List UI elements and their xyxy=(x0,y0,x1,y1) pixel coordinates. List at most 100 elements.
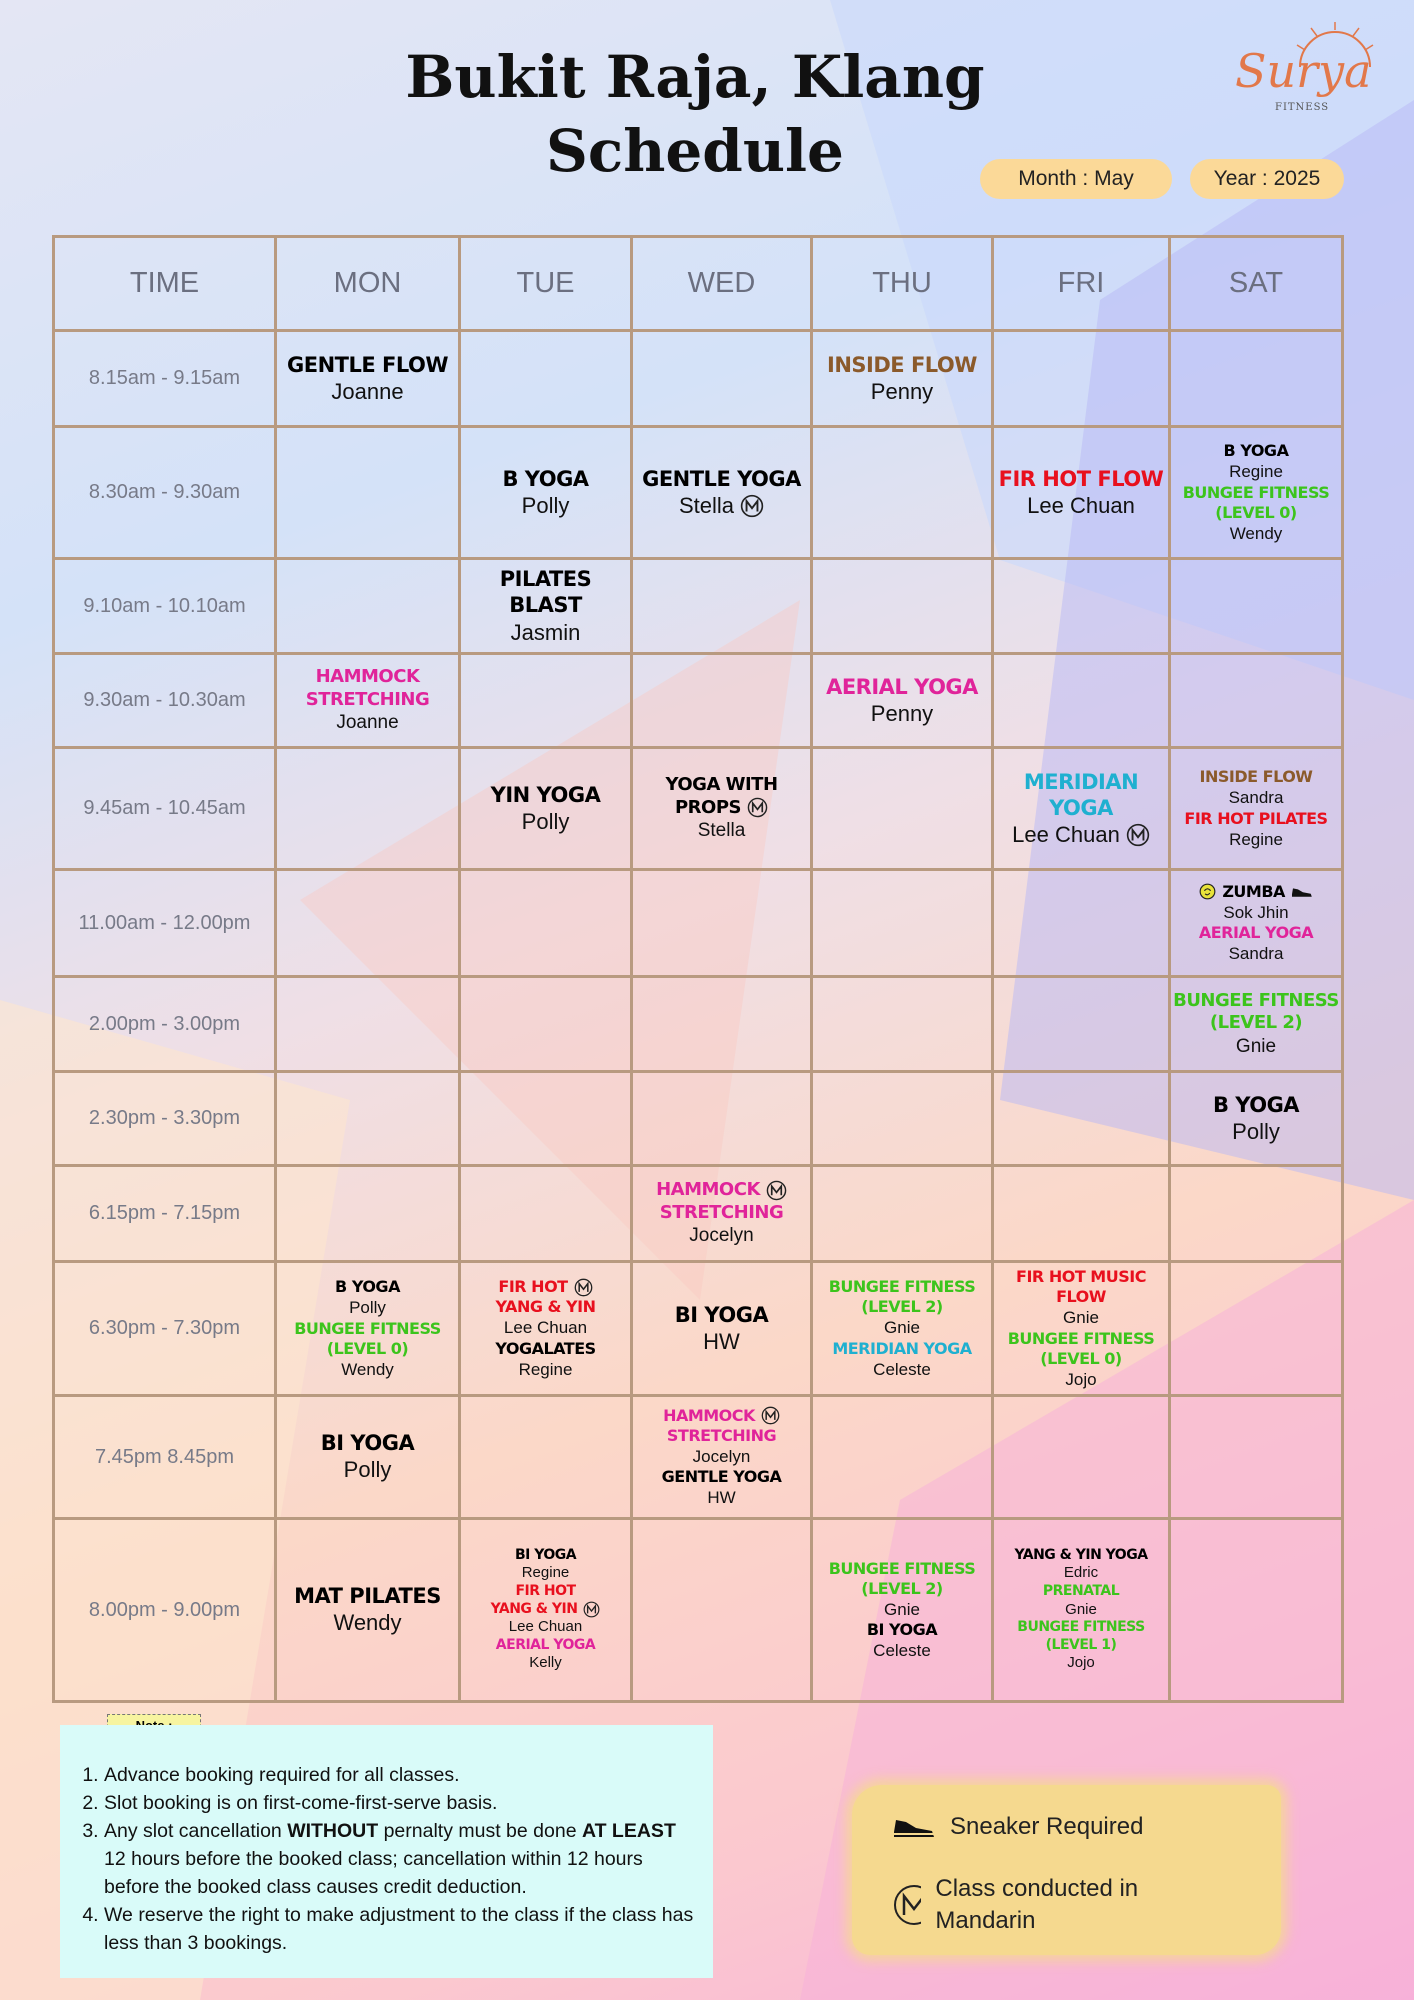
class-cell xyxy=(458,868,633,978)
cell-line: YANG & YIN xyxy=(491,1601,601,1619)
cell-line: BUNGEE FITNESS xyxy=(829,1559,976,1579)
cell-line: B YOGA xyxy=(1213,1092,1300,1118)
class-cell: MERIDIAN YOGA Lee Chuan xyxy=(991,746,1171,871)
class-cell xyxy=(991,868,1171,978)
cell-line: Lee Chuan xyxy=(1027,492,1135,520)
instructor-name: Gnie xyxy=(884,1599,920,1619)
instructor-name: Gnie xyxy=(884,1318,920,1338)
cell-line: BUNGEE FITNESS xyxy=(1017,1619,1145,1637)
column-header: MON xyxy=(274,235,461,332)
class-name: (LEVEL 2) xyxy=(1209,1012,1303,1034)
class-name: BI YOGA xyxy=(514,1546,577,1563)
mandarin-icon xyxy=(584,1601,600,1618)
cell-line: STRETCHING xyxy=(306,689,430,712)
column-header: SAT xyxy=(1168,235,1344,332)
cell-line: BUNGEE FITNESS xyxy=(1183,483,1330,503)
note-text: Slot booking is on first-come-first-serv… xyxy=(104,1792,498,1814)
cell-content: BUNGEE FITNESS (LEVEL 2) Gnie xyxy=(1171,990,1341,1059)
legend-item: Sneaker Required xyxy=(892,1813,1143,1841)
instructor-name: Regine xyxy=(1229,462,1283,482)
schedule-row: 9.30am - 10.30am HAMMOCK STRETCHING Joanne A… xyxy=(52,652,1344,749)
cell-line: B YOGA xyxy=(502,466,589,492)
cell-line: Regine xyxy=(519,1359,573,1380)
class-cell xyxy=(1168,1394,1344,1520)
notes-list: Advance booking required for all classes… xyxy=(104,1761,699,1957)
cell-line: BI YOGA xyxy=(514,1546,577,1565)
class-cell xyxy=(630,1070,813,1167)
class-name: BUNGEE FITNESS xyxy=(828,1558,976,1578)
class-name: STRETCHING xyxy=(305,688,430,710)
class-name: YOGALATES xyxy=(495,1338,596,1358)
column-header: TUE xyxy=(458,235,633,332)
cell-line: Jojo xyxy=(1067,1654,1095,1673)
sneaker-icon xyxy=(894,1820,934,1837)
class-name: (LEVEL 0) xyxy=(1215,502,1297,522)
class-cell: HAMMOCK STRETCHING Jocelyn xyxy=(630,1164,813,1263)
cell-line: Jocelyn xyxy=(689,1224,753,1248)
cell-line: BUNGEE FITNESS xyxy=(1008,1329,1155,1349)
cell-line: Regine xyxy=(1229,829,1283,850)
note-text: Advance booking required for all classes… xyxy=(104,1764,460,1786)
schedule-row: 7.45pm 8.45pm BI YOGA Polly HAMMOCK STRETCHI… xyxy=(52,1394,1344,1520)
cell-line: (LEVEL 0) xyxy=(1040,1349,1122,1369)
cell-line: Sok Jhin xyxy=(1223,902,1288,923)
zumba-icon xyxy=(1199,883,1216,900)
instructor-name: Jocelyn xyxy=(692,1446,751,1466)
cell-content: BI YOGA Polly xyxy=(277,1430,458,1484)
cell-content: MAT PILATES Wendy xyxy=(277,1583,458,1637)
instructor-name: Penny xyxy=(870,378,934,404)
cell-line: AERIAL YOGA xyxy=(496,1637,596,1655)
mandarin-icon xyxy=(761,1406,780,1425)
class-cell xyxy=(810,425,994,560)
class-name: GENTLE YOGA xyxy=(661,1467,782,1486)
class-cell: GENTLE YOGA Stella xyxy=(630,425,813,560)
class-name: BUNGEE FITNESS xyxy=(1182,482,1330,502)
cell-content: INSIDE FLOW Sandra FIR HOT PILATES Regine xyxy=(1171,767,1341,850)
class-name: PROPS xyxy=(674,796,742,818)
class-cell: AERIAL YOGA Penny xyxy=(810,652,994,749)
cell-line: B YOGA xyxy=(1224,441,1289,461)
cell-line: MAT PILATES xyxy=(294,1583,441,1609)
cell-line: FIR HOT xyxy=(515,1583,576,1601)
class-cell xyxy=(991,1070,1171,1167)
class-name: BI YOGA xyxy=(866,1620,938,1639)
mandarin-icon xyxy=(574,1278,592,1297)
cell-line: Wendy xyxy=(1230,523,1283,544)
cell-line: Regine xyxy=(522,1564,570,1583)
cell-line: BUNGEE FITNESS xyxy=(294,1319,441,1339)
cell-line: HAMMOCK xyxy=(656,1179,787,1202)
logo-sun xyxy=(1296,22,1374,68)
note-text: AT LEAST xyxy=(581,1820,676,1842)
class-name: B YOGA xyxy=(1223,441,1289,461)
class-name: B YOGA xyxy=(335,1277,400,1297)
cell-content: B YOGA Regine BUNGEE FITNESS (LEVEL 0) Wendy xyxy=(1171,441,1341,544)
time-slot: 6.15pm - 7.15pm xyxy=(52,1164,277,1263)
class-cell xyxy=(458,1070,633,1167)
class-name: STRETCHING xyxy=(659,1201,784,1223)
class-cell xyxy=(458,329,633,428)
cell-line: AERIAL YOGA xyxy=(826,674,978,700)
class-name: (LEVEL 1) xyxy=(1045,1636,1117,1653)
cell-line: YIN YOGA xyxy=(491,782,601,808)
column-header: WED xyxy=(630,235,813,332)
class-cell: BI YOGA Polly xyxy=(274,1394,461,1520)
cell-line: FIR HOT FLOW xyxy=(999,466,1164,492)
note-text: We reserve the right to make adjustment … xyxy=(104,1904,694,1954)
instructor-name: Gnie xyxy=(1063,1308,1099,1328)
instructor-name: Lee Chuan xyxy=(503,1318,588,1338)
cell-line: YANG & YIN YOGA xyxy=(1014,1547,1148,1565)
class-cell xyxy=(630,652,813,749)
class-name: (LEVEL 0) xyxy=(326,1338,409,1358)
cell-line: INSIDE FLOW xyxy=(827,352,977,378)
cell-content: HAMMOCK STRETCHING Jocelyn xyxy=(633,1179,810,1248)
cell-line: Regine xyxy=(1229,461,1283,482)
class-cell xyxy=(810,746,994,871)
instructor-name: Lee Chuan xyxy=(508,1618,583,1636)
class-cell xyxy=(630,1517,813,1703)
class-cell xyxy=(1168,1260,1344,1397)
class-name: PRENATAL xyxy=(1042,1583,1120,1600)
mandarin-icon xyxy=(740,494,764,517)
cell-content: BUNGEE FITNESS (LEVEL 2) Gnie BI YOGA Celest… xyxy=(813,1559,991,1662)
instructor-name: Lee Chuan xyxy=(1012,822,1120,847)
cell-line: Celeste xyxy=(873,1359,931,1380)
